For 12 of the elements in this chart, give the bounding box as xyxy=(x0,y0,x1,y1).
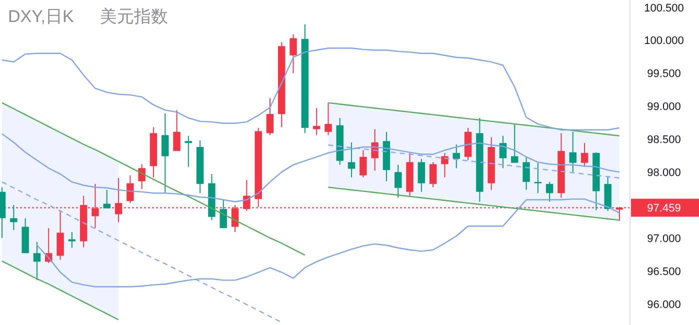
y-tick-label: 99.500 xyxy=(647,68,681,80)
y-tick-label: 100.000 xyxy=(644,35,684,48)
title: DXY,日K xyxy=(8,7,74,26)
subtitle: 美元指数 xyxy=(100,7,168,26)
ref-line-label: 97.459 xyxy=(647,202,681,215)
y-tick-label: 99.000 xyxy=(647,101,681,114)
y-tick-label: 98.500 xyxy=(647,134,681,146)
y-tick-label: 96.000 xyxy=(647,298,681,311)
y-tick-label: 97.000 xyxy=(647,232,681,245)
y-tick-label: 96.500 xyxy=(647,266,681,278)
y-tick-label: 100.500 xyxy=(644,2,684,14)
y-tick-label: 98.000 xyxy=(647,167,681,180)
